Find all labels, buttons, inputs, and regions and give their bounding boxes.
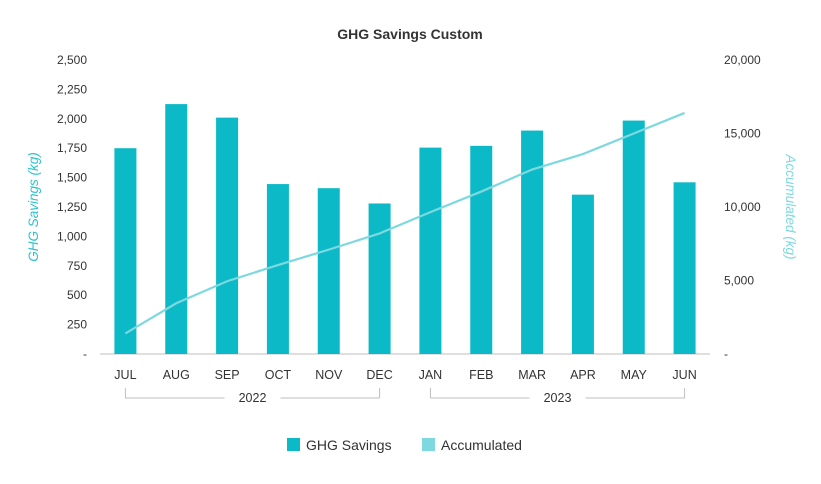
bar-jun [673, 182, 696, 354]
year-label: 2022 [239, 391, 267, 405]
legend-swatch-ghg-savings [287, 438, 300, 451]
right-axis-title: Accumulated (kg) [783, 153, 798, 259]
right-axis-ticks: - 5,000 10,000 15,000 20,000 [724, 53, 761, 361]
x-tick-label: FEB [469, 368, 493, 382]
left-tick-label: - [83, 347, 87, 361]
legend-swatch-accumulated [422, 438, 435, 451]
right-axis-title-text: Accumulated (kg) [783, 153, 798, 259]
year-group-labels: 2022 2023 [124, 388, 686, 405]
left-tick-label: 1,500 [57, 171, 87, 185]
x-tick-label: MAY [621, 368, 648, 382]
left-tick-label: 250 [67, 318, 87, 332]
x-tick-label: NOV [315, 368, 343, 382]
left-tick-label: 2,250 [57, 82, 87, 96]
bar-dec [368, 203, 391, 354]
left-axis-ticks: - 250 500 750 1,000 1,250 1,500 1,750 2,000 2,250… [57, 53, 87, 361]
right-tick-label: 5,000 [724, 274, 754, 288]
x-axis-labels: JUL AUG SEP OCT NOV DEC JAN FEB MAR APR MAY JUN [114, 368, 696, 382]
left-tick-label: 1,000 [57, 229, 87, 243]
x-tick-label: JUN [672, 368, 696, 382]
bar-aug [165, 104, 188, 354]
left-tick-label: 1,750 [57, 141, 87, 155]
legend: GHG Savings Accumulated [287, 437, 522, 453]
x-tick-label: OCT [265, 368, 292, 382]
chart-title: GHG Savings Custom [337, 26, 482, 42]
left-tick-label: 2,000 [57, 112, 87, 126]
bar-may [622, 120, 645, 355]
left-axis-title-text: GHG Savings (kg) [26, 152, 41, 262]
x-tick-label: MAR [518, 368, 546, 382]
bar-series [114, 104, 696, 355]
left-tick-label: 1,250 [57, 200, 87, 214]
left-tick-label: 500 [67, 288, 87, 302]
left-axis-title: GHG Savings (kg) [26, 152, 41, 262]
x-tick-label: DEC [366, 368, 392, 382]
x-tick-label: APR [570, 368, 596, 382]
bar-oct [266, 184, 289, 354]
right-tick-label: 15,000 [724, 127, 761, 141]
bar-mar [521, 130, 544, 354]
line-series [124, 111, 685, 335]
left-tick-label: 2,500 [57, 53, 87, 67]
right-tick-label: - [724, 347, 728, 361]
bar-apr [571, 194, 594, 354]
right-tick-label: 10,000 [724, 200, 761, 214]
left-tick-label: 750 [67, 259, 87, 273]
year-label: 2023 [544, 391, 572, 405]
accumulated-line [124, 111, 685, 335]
bar-sep [216, 117, 239, 355]
x-tick-label: SEP [215, 368, 240, 382]
right-tick-label: 20,000 [724, 53, 761, 67]
bar-nov [317, 188, 340, 354]
x-tick-label: AUG [163, 368, 190, 382]
legend-label-accumulated: Accumulated [441, 437, 522, 453]
legend-label-ghg-savings: GHG Savings [306, 437, 392, 453]
x-tick-label: JAN [419, 368, 443, 382]
bar-feb [470, 145, 493, 354]
bar-jan [419, 147, 442, 354]
x-tick-label: JUL [114, 368, 136, 382]
bar-jul [114, 148, 137, 354]
